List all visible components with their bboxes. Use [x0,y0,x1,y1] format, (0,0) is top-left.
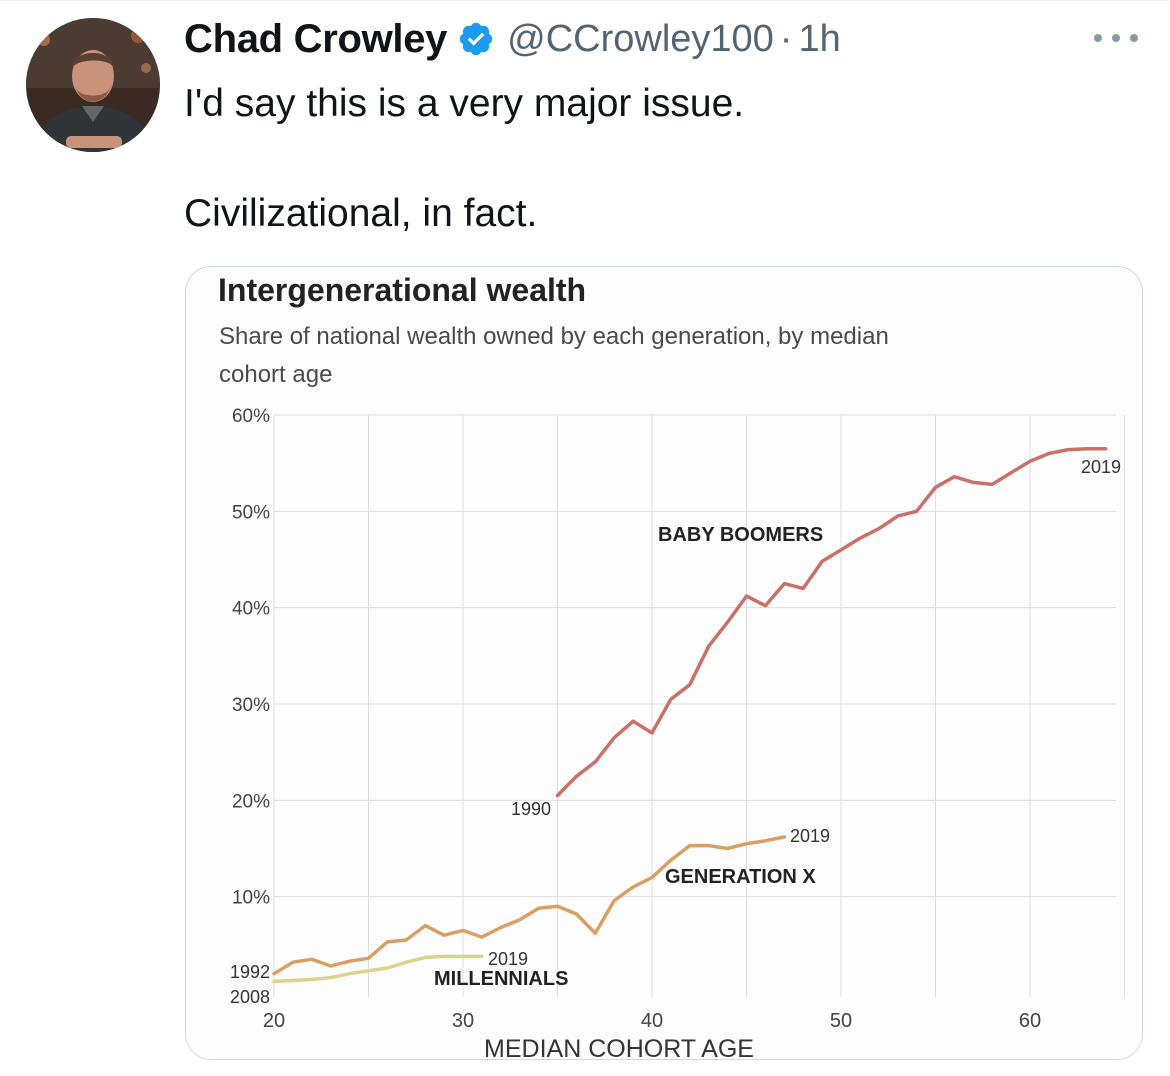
x-tick-label: 20 [263,1010,285,1032]
series-start-year-label: 1992 [230,962,270,982]
series-end-year-label: 2019 [1081,457,1121,477]
verified-badge-icon [459,22,493,56]
y-tick-label: 10% [232,888,270,909]
more-options-button[interactable] [1092,24,1140,52]
tweet-media-chart[interactable]: Intergenerational wealth Share of nation… [185,266,1143,1060]
user-avatar[interactable] [26,18,160,152]
display-name[interactable]: Chad Crowley [184,16,448,61]
top-divider [0,0,1170,1]
more-dot-icon [1130,34,1138,42]
tweet-header: Chad Crowley @CCrowley100 · 1h [184,14,841,64]
tweet-text-line: I'd say this is a very major issue. [184,82,745,125]
more-dot-icon [1094,34,1102,42]
chart-title: Intergenerational wealth [218,272,586,308]
avatar-photo [26,18,160,152]
chart-subtitle-line: cohort age [219,361,332,388]
user-handle[interactable]: @CCrowley100 [507,17,774,60]
more-dot-icon [1112,34,1120,42]
timestamp[interactable]: 1h [798,17,841,60]
series-line [555,446,1108,798]
series-line [272,954,484,984]
y-tick-label: 50% [232,502,270,523]
series-end-year-label: 2019 [790,826,830,846]
series-label: MILLENNIALS [434,968,568,990]
y-tick-label: 20% [232,791,270,812]
series-label: BABY BOOMERS [658,524,823,546]
series-start-year-label: 2008 [230,987,270,1007]
tweet-text: I'd say this is a very major issue. Civi… [184,76,1134,241]
y-tick-label: 30% [232,695,270,716]
series-end-year-label: 2019 [488,949,528,969]
x-tick-label: 30 [452,1010,474,1032]
tweet-text-line: Civilizational, in fact. [184,192,538,235]
series-label: GENERATION X [665,866,816,888]
series-start-year-label: 1990 [511,799,551,819]
separator-dot: · [779,17,793,60]
chart-subtitle-line: Share of national wealth owned by each g… [219,323,889,350]
x-tick-label: 60 [1019,1010,1041,1032]
y-tick-label: 40% [232,599,270,620]
chart-svg: Intergenerational wealth Share of nation… [218,272,1125,1060]
x-axis-label: MEDIAN COHORT AGE [484,1035,754,1060]
x-tick-label: 50 [830,1010,852,1032]
series-line [272,835,787,976]
y-tick-label: 60% [232,406,270,427]
x-tick-label: 40 [641,1010,663,1032]
